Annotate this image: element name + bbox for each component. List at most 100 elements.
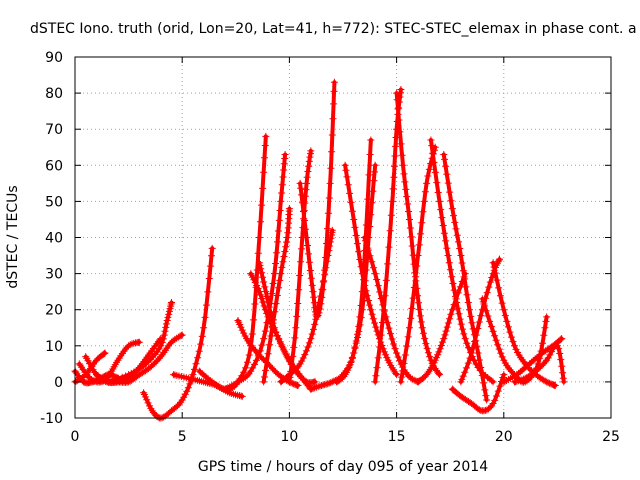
plus-marker bbox=[285, 378, 293, 386]
plus-marker bbox=[312, 383, 320, 391]
plus-marker bbox=[415, 299, 423, 307]
y-tick-label: 10 bbox=[45, 339, 63, 355]
plus-marker bbox=[394, 353, 402, 361]
plus-marker bbox=[452, 225, 460, 233]
plus-marker bbox=[398, 151, 406, 159]
plus-marker bbox=[100, 376, 108, 384]
plus-marker bbox=[417, 318, 425, 326]
plus-marker bbox=[180, 393, 188, 401]
plus-marker bbox=[172, 403, 180, 411]
plus-marker bbox=[546, 351, 554, 359]
data-series bbox=[440, 150, 491, 404]
plus-marker bbox=[378, 319, 386, 327]
plus-marker bbox=[483, 396, 491, 404]
plus-marker bbox=[560, 378, 568, 386]
plus-marker bbox=[467, 312, 475, 320]
plus-marker bbox=[301, 216, 309, 224]
plus-marker bbox=[251, 300, 259, 308]
plus-marker bbox=[421, 335, 429, 343]
plus-marker bbox=[350, 349, 358, 357]
plus-marker bbox=[328, 226, 336, 234]
plus-marker bbox=[354, 333, 362, 341]
plus-marker bbox=[401, 351, 409, 359]
plus-marker bbox=[171, 335, 179, 343]
plus-marker bbox=[352, 231, 360, 239]
y-tick-label: 20 bbox=[45, 303, 63, 319]
plus-marker bbox=[540, 360, 548, 368]
plus-marker bbox=[194, 354, 202, 362]
plus-marker bbox=[363, 292, 371, 300]
plus-marker bbox=[360, 276, 368, 284]
plus-marker bbox=[144, 399, 152, 407]
plus-marker bbox=[240, 329, 248, 337]
plus-marker bbox=[320, 277, 328, 285]
plus-marker bbox=[294, 300, 302, 308]
plus-marker bbox=[423, 179, 431, 187]
plus-marker bbox=[409, 294, 417, 302]
plus-marker bbox=[535, 352, 543, 360]
plus-marker bbox=[491, 396, 499, 404]
plus-marker bbox=[305, 258, 313, 266]
plus-marker bbox=[299, 207, 307, 215]
plus-marker bbox=[256, 261, 264, 269]
plus-marker bbox=[380, 348, 388, 356]
plus-marker bbox=[261, 283, 269, 291]
plus-marker bbox=[304, 343, 312, 351]
plus-marker bbox=[274, 238, 282, 246]
plus-marker bbox=[96, 374, 104, 382]
plus-marker bbox=[433, 179, 441, 187]
plus-marker bbox=[261, 306, 269, 314]
plus-marker bbox=[255, 351, 263, 359]
plus-marker bbox=[448, 273, 456, 281]
plus-marker bbox=[488, 377, 496, 385]
plus-marker bbox=[397, 378, 405, 386]
plus-marker bbox=[248, 330, 256, 338]
plus-marker bbox=[207, 252, 215, 260]
plus-marker bbox=[454, 238, 462, 246]
plus-marker bbox=[234, 317, 242, 325]
plus-marker bbox=[444, 252, 452, 260]
plus-marker bbox=[311, 308, 319, 316]
plus-marker bbox=[439, 221, 447, 229]
plus-marker bbox=[374, 282, 382, 290]
plus-marker bbox=[393, 371, 401, 379]
plus-marker bbox=[351, 344, 359, 352]
plus-marker bbox=[260, 378, 268, 386]
plus-marker bbox=[73, 370, 81, 378]
plus-marker bbox=[486, 278, 494, 286]
plus-marker bbox=[253, 281, 261, 289]
plus-marker bbox=[355, 327, 363, 335]
plus-marker bbox=[277, 270, 285, 278]
plus-marker bbox=[360, 234, 368, 241]
plus-marker bbox=[514, 377, 522, 385]
y-tick-label: 60 bbox=[45, 158, 63, 174]
plus-marker bbox=[472, 331, 480, 339]
plus-marker bbox=[389, 185, 397, 193]
plus-marker bbox=[373, 364, 381, 372]
data-layer bbox=[71, 78, 568, 422]
plus-marker bbox=[260, 335, 268, 343]
plus-marker bbox=[263, 293, 271, 301]
plus-marker bbox=[478, 295, 486, 303]
plus-marker bbox=[463, 339, 471, 347]
plus-marker bbox=[270, 366, 278, 374]
plus-marker bbox=[484, 312, 492, 320]
plus-marker bbox=[105, 371, 113, 379]
plus-marker bbox=[279, 258, 287, 266]
plus-marker bbox=[400, 359, 408, 367]
plus-marker bbox=[108, 376, 116, 384]
plus-marker bbox=[438, 214, 446, 222]
plus-marker bbox=[437, 206, 445, 214]
plus-marker bbox=[256, 352, 264, 360]
plus-marker bbox=[415, 305, 423, 313]
plus-marker bbox=[259, 184, 267, 192]
plus-marker bbox=[370, 177, 378, 185]
data-series bbox=[140, 244, 216, 422]
plus-marker bbox=[543, 313, 551, 321]
plus-marker bbox=[371, 319, 379, 327]
plus-marker bbox=[260, 278, 268, 286]
plus-marker bbox=[288, 360, 296, 368]
plus-marker bbox=[250, 316, 258, 324]
plus-marker bbox=[435, 371, 443, 379]
plus-marker bbox=[551, 382, 559, 390]
